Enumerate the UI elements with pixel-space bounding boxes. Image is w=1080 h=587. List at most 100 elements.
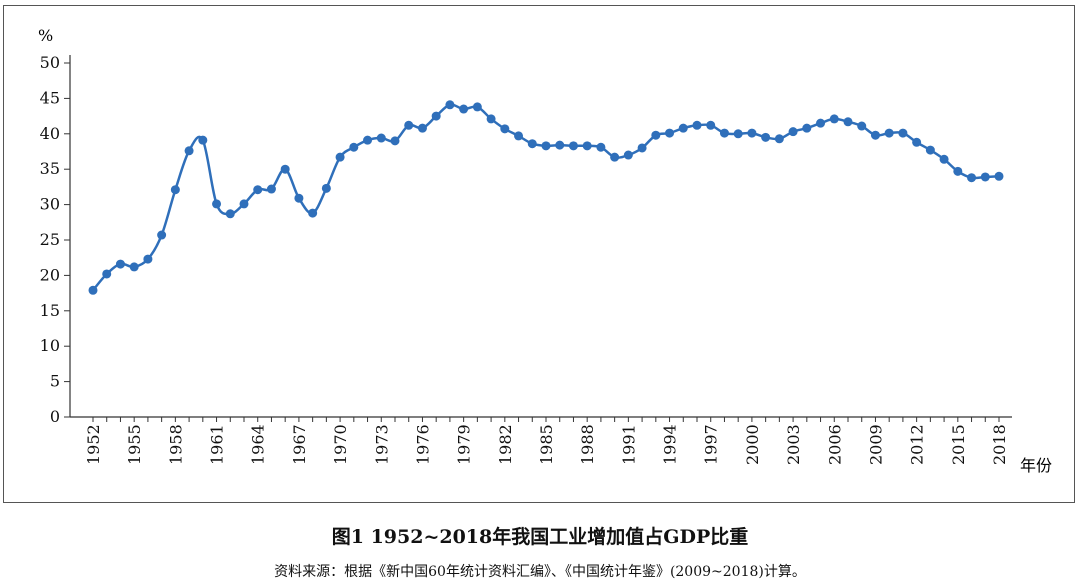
data-point xyxy=(678,123,688,133)
x-tick-label: 1991 xyxy=(619,424,638,465)
x-tick-label: 2018 xyxy=(990,424,1009,465)
data-point xyxy=(472,102,482,112)
data-point xyxy=(857,121,867,131)
x-tick-label: 2015 xyxy=(949,424,968,465)
data-point xyxy=(651,130,661,140)
data-point xyxy=(376,133,386,143)
y-tick-label: 25 xyxy=(40,230,60,249)
source-note: 资料来源：根据《新中国60年统计资料汇编》、《中国统计年鉴》(2009~2018… xyxy=(274,564,806,580)
data-point xyxy=(980,172,990,182)
data-point xyxy=(816,118,826,128)
data-point xyxy=(157,230,167,240)
data-point xyxy=(898,128,908,138)
data-point xyxy=(115,259,125,269)
data-point xyxy=(500,124,510,134)
data-point xyxy=(719,128,729,138)
x-tick-label: 1958 xyxy=(166,424,185,465)
y-tick-label: 40 xyxy=(40,124,60,143)
data-point xyxy=(733,129,743,139)
data-point xyxy=(747,128,757,138)
x-tick-label: 2012 xyxy=(908,424,927,465)
x-tick-label: 1967 xyxy=(290,424,309,465)
y-tick-label: 35 xyxy=(40,159,60,178)
data-point xyxy=(239,199,249,209)
data-point xyxy=(445,100,455,110)
data-point xyxy=(829,114,839,124)
data-point xyxy=(143,254,153,264)
data-point xyxy=(184,146,194,156)
data-point xyxy=(198,135,208,145)
data-point xyxy=(610,152,620,162)
data-point xyxy=(884,128,894,138)
data-point xyxy=(788,127,798,137)
x-tick-label: 1973 xyxy=(372,424,391,465)
data-point xyxy=(637,143,647,153)
data-point xyxy=(870,130,880,140)
data-point xyxy=(308,208,318,218)
data-point xyxy=(486,114,496,124)
line-chart: 0 5 10 15 20 25 30 35 40 45 50 1952 1955 1958 1961 1964… xyxy=(38,26,1052,475)
x-tick-label: 1982 xyxy=(496,424,515,465)
y-tick-label: 50 xyxy=(40,53,60,72)
data-point xyxy=(568,141,578,151)
data-point xyxy=(459,104,469,114)
y-tick-label: 0 xyxy=(50,407,60,426)
data-point xyxy=(170,185,180,195)
data-point xyxy=(390,136,400,146)
x-tick-label: 1964 xyxy=(249,424,268,465)
data-point xyxy=(953,166,963,176)
data-point xyxy=(321,183,331,193)
data-point xyxy=(706,120,716,130)
data-point xyxy=(843,117,853,127)
data-point xyxy=(349,142,359,152)
data-point xyxy=(774,134,784,144)
data-point xyxy=(88,285,98,295)
y-tick-label: 15 xyxy=(40,301,60,320)
data-point xyxy=(129,262,139,272)
x-tick-label: 1976 xyxy=(413,424,432,465)
x-tick-label: 1961 xyxy=(208,424,227,465)
data-point xyxy=(363,135,373,145)
data-point xyxy=(253,185,263,195)
x-tick-label: 1979 xyxy=(455,424,474,465)
data-point xyxy=(802,123,812,133)
data-point xyxy=(925,145,935,155)
x-tick-label: 1988 xyxy=(578,424,597,465)
series-line xyxy=(92,103,1000,292)
x-axis-label: 年份 xyxy=(1020,456,1052,475)
y-axis-label: % xyxy=(38,26,53,45)
data-point xyxy=(294,193,304,203)
data-point xyxy=(266,184,276,194)
x-tick-label: 1955 xyxy=(125,424,144,465)
data-point xyxy=(967,173,977,183)
x-tick-label: 1970 xyxy=(331,424,350,465)
x-tick-label: 2006 xyxy=(825,424,844,465)
y-tick-label: 10 xyxy=(40,336,60,355)
y-tick-label: 30 xyxy=(40,195,60,214)
data-point xyxy=(102,269,112,279)
y-tick-label: 45 xyxy=(40,88,60,107)
x-tick-label: 2003 xyxy=(784,424,803,465)
data-point xyxy=(582,141,592,151)
data-point xyxy=(692,120,702,130)
x-tick-label: 2000 xyxy=(743,424,762,465)
data-point xyxy=(417,123,427,133)
data-point xyxy=(939,154,949,164)
data-point xyxy=(994,171,1004,181)
data-point xyxy=(404,120,414,130)
data-point xyxy=(912,137,922,147)
y-tick-label: 20 xyxy=(40,265,60,284)
data-point xyxy=(514,131,524,141)
data-point xyxy=(212,199,222,209)
y-tick-label: 5 xyxy=(50,372,60,391)
data-point xyxy=(555,140,565,150)
data-point xyxy=(280,164,290,174)
x-tick-label: 2009 xyxy=(866,424,885,465)
data-point xyxy=(761,132,771,142)
x-tick-label: 1994 xyxy=(661,424,680,465)
figure-caption: 图1 1952~2018年我国工业增加值占GDP比重 xyxy=(331,526,749,548)
data-point xyxy=(665,128,675,138)
data-point xyxy=(335,152,345,162)
data-point xyxy=(623,150,633,160)
x-tick-label: 1985 xyxy=(537,424,556,465)
